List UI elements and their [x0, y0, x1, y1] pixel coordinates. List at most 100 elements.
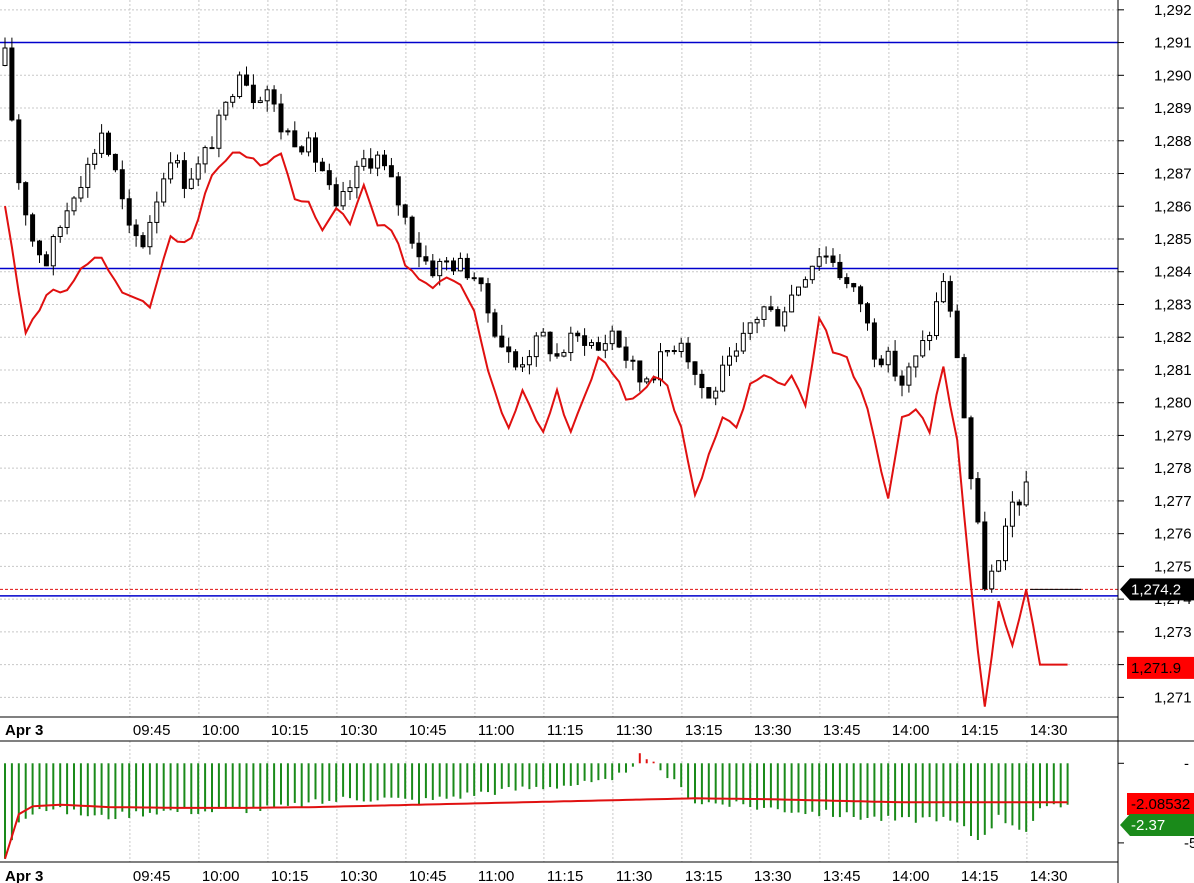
candle-body [319, 161, 325, 172]
candle-body [595, 342, 601, 351]
candle-body [423, 256, 429, 262]
candle-body [533, 335, 539, 358]
overlay-tag-bg [1127, 656, 1194, 679]
candle-body [954, 310, 960, 359]
indicator-time-tick-label: 10:15 [271, 868, 309, 883]
candle-body [78, 186, 84, 199]
candle-body [237, 74, 243, 98]
price-tick-label: 1,280 [1154, 395, 1192, 412]
candle-body [947, 281, 953, 312]
indicator-tick-label: -5 [1184, 835, 1194, 852]
candle-body [1003, 525, 1008, 562]
candle-body [644, 378, 650, 383]
candle-body [934, 301, 939, 337]
candle-body [244, 74, 249, 86]
candle-body [1016, 501, 1022, 506]
candle-body [885, 350, 891, 366]
candle-body [789, 294, 795, 313]
candle-body [699, 373, 705, 389]
candle-body [513, 351, 519, 368]
time-tick-label: 13:30 [754, 722, 792, 739]
overlay-series [4, 151, 1068, 707]
candle-body [968, 417, 974, 480]
time-tick-label: 11:00 [478, 722, 514, 739]
candle-body [30, 214, 36, 242]
indicator-time-tick-label: 14:15 [961, 868, 999, 883]
candle-body [133, 224, 139, 237]
candle-body [940, 281, 946, 303]
candle-body [692, 361, 698, 375]
candle-body [375, 154, 381, 169]
candle-body [409, 216, 415, 244]
candle-body [340, 191, 346, 207]
candle-body [727, 355, 732, 366]
candle-body [540, 331, 546, 337]
candle-body [630, 359, 636, 362]
candle-body [920, 340, 926, 357]
candle-body [1023, 481, 1029, 506]
candle-body [975, 478, 981, 523]
candle-body [678, 342, 684, 352]
candle-body [582, 335, 588, 346]
candle-body [223, 101, 229, 116]
candle-body [664, 350, 670, 353]
time-tick-label: 10:00 [202, 722, 240, 739]
overlay-line [4, 151, 1068, 707]
candle-body [499, 335, 505, 348]
price-tick-label: 1,291 [1154, 35, 1192, 52]
indicator-time-tick-label: 11:00 [478, 868, 514, 883]
candle-body [257, 100, 263, 104]
candle-body [961, 357, 967, 419]
candle-body [851, 283, 857, 288]
candle-body [250, 84, 256, 104]
candle-body [119, 169, 125, 200]
candle-body [430, 260, 436, 277]
candle-body [230, 96, 236, 103]
candle-body [112, 153, 118, 171]
candle-body [416, 242, 422, 258]
candle-body [92, 152, 98, 165]
candle-body [492, 312, 498, 337]
candle-body [154, 201, 160, 223]
candlestick-series [2, 37, 1081, 593]
candle-body [637, 360, 643, 383]
indicator-time-tick-label: 13:15 [685, 868, 723, 883]
indicator-time-tick-label: 13:45 [823, 868, 861, 883]
candle-body [395, 176, 401, 206]
indicator-tag-green-label: -2.37 [1131, 817, 1165, 834]
candle-body [782, 311, 788, 327]
candle-body [2, 47, 8, 66]
candle-body [547, 331, 553, 355]
price-axis: 1,2711,2721,2731,2741,2751,2761,2771,278… [1118, 2, 1194, 852]
candle-body [126, 198, 132, 226]
candle-body [809, 265, 815, 281]
horizontal-levels [0, 41, 1118, 597]
indicator-time-tick-label: 11:30 [616, 868, 652, 883]
candle-body [589, 342, 594, 346]
time-axis: Apr 3 Apr 3 09:45 09:45 10:00 10:00 10:15 10:15… [5, 722, 1067, 883]
candle-body [906, 366, 912, 386]
price-tick-label: 1,279 [1154, 427, 1192, 444]
price-tick-label: 1,284 [1154, 264, 1192, 281]
price-tick-label: 1,288 [1154, 133, 1192, 150]
indicator-time-tick-label: 14:30 [1030, 868, 1068, 883]
indicator-tag-red-label: -2.08532 [1131, 796, 1190, 813]
candle-body [733, 350, 739, 357]
candle-body [844, 277, 850, 285]
candle-body [202, 147, 208, 165]
candle-body [892, 350, 898, 377]
current-price-tag: 1,274.2 [1120, 578, 1194, 601]
candle-body [175, 160, 180, 164]
price-tick-label: 1,287 [1154, 166, 1192, 183]
indicator-panel [4, 753, 1069, 860]
candle-body [147, 221, 153, 248]
candle-body [858, 286, 864, 305]
candle-body [195, 163, 201, 180]
candle-body [768, 306, 774, 311]
candle-body [181, 160, 187, 189]
indicator-time-tick-label: 11:15 [547, 868, 583, 883]
price-tick-label: 1,283 [1154, 296, 1192, 313]
candle-body [23, 182, 29, 216]
candle-body [402, 204, 408, 218]
